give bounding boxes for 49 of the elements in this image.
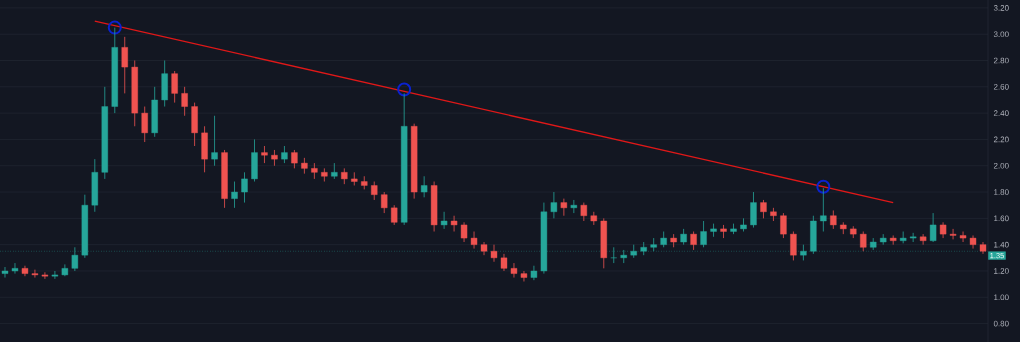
candlestick — [530, 265, 538, 281]
candlestick — [171, 70, 178, 103]
candlestick — [21, 265, 29, 277]
candlestick — [41, 271, 49, 280]
candlestick — [520, 270, 528, 282]
candlestick — [11, 262, 19, 274]
candlestick — [460, 221, 468, 243]
candlestick — [570, 199, 578, 214]
candlestick — [820, 187, 827, 232]
candlestick — [241, 171, 248, 203]
candlestick — [440, 211, 448, 230]
candlestick — [381, 191, 388, 214]
candlestick — [919, 233, 927, 246]
candlestick — [760, 199, 767, 219]
candlestick — [480, 241, 488, 256]
point — [816, 179, 831, 194]
candlestick — [141, 106, 148, 143]
candlestick — [510, 262, 518, 278]
candlestick — [550, 191, 558, 219]
candlestick — [959, 231, 967, 243]
candlestick — [1, 266, 9, 278]
candlestick — [371, 181, 378, 201]
candlestick — [231, 181, 238, 209]
candlestick — [121, 36, 128, 94]
candlestick — [560, 198, 568, 217]
candlestick — [470, 231, 478, 250]
candlestick — [860, 231, 867, 252]
candlestick — [420, 175, 428, 198]
candlestick — [700, 220, 707, 248]
candlestick — [929, 212, 937, 243]
candlestick — [949, 228, 957, 240]
candlestick — [490, 244, 498, 263]
candlestick — [830, 210, 837, 230]
candlestick — [51, 270, 59, 280]
point — [107, 20, 122, 35]
candlestick — [450, 215, 458, 232]
point — [397, 82, 412, 97]
candlestick — [580, 202, 588, 222]
candlestick — [291, 149, 298, 169]
candlestick — [690, 231, 697, 251]
candlestick — [391, 204, 398, 226]
candlestick — [750, 191, 757, 228]
candlestick — [261, 145, 268, 164]
candlestick — [31, 269, 39, 278]
candlestick — [211, 115, 218, 167]
candlestick — [969, 235, 977, 250]
candlestick — [181, 86, 188, 117]
candlestick — [790, 231, 797, 261]
candlestick — [780, 212, 787, 239]
